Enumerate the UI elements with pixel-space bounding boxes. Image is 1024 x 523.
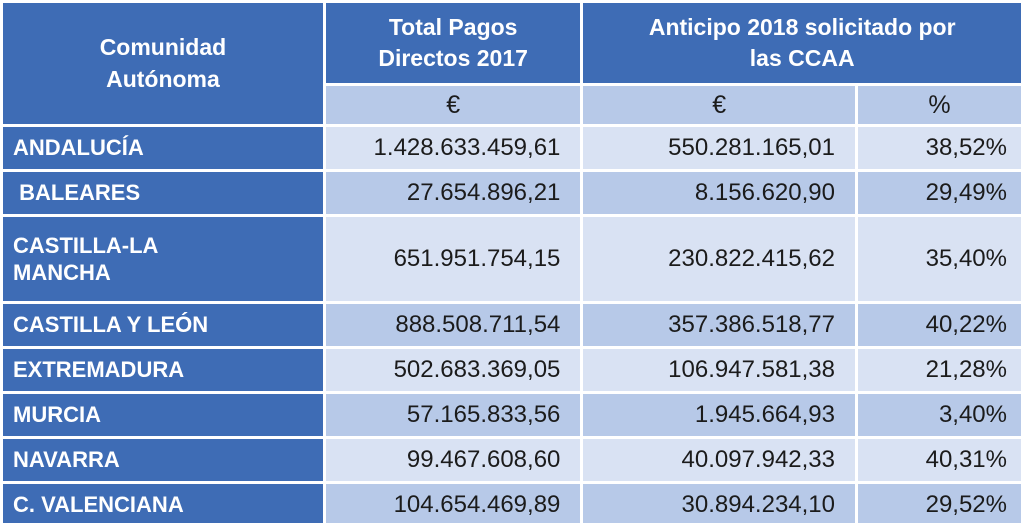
cell-total-pagos-2017: 502.683.369,05 [325, 349, 581, 391]
cell-percent: 29,52% [858, 484, 1021, 523]
table-row: C. VALENCIANA 104.654.469,89 30.894.234,… [3, 484, 1021, 523]
row-label-comunidad: EXTREMADURA [3, 349, 323, 391]
cell-total-pagos-2017: 99.467.608,60 [325, 439, 581, 481]
table-body: ANDALUCÍA 1.428.633.459,61 550.281.165,0… [3, 127, 1021, 523]
cell-total-pagos-2017: 1.428.633.459,61 [325, 127, 581, 169]
table-row: EXTREMADURA 502.683.369,05 106.947.581,3… [3, 349, 1021, 391]
subheader-percent: % [858, 86, 1021, 124]
cell-percent: 40,31% [858, 439, 1021, 481]
row-label-comunidad: C. VALENCIANA [3, 484, 323, 523]
subheader-euro-total: € [325, 86, 581, 124]
cell-total-pagos-2017: 57.165.833,56 [325, 394, 581, 436]
cell-anticipo-2018: 30.894.234,10 [583, 484, 855, 523]
subheader-euro-anticipo: € [583, 86, 855, 124]
row-label-comunidad: CASTILLA Y LEÓN [3, 304, 323, 346]
table-row: NAVARRA 99.467.608,60 40.097.942,33 40,3… [3, 439, 1021, 481]
cell-anticipo-2018: 550.281.165,01 [583, 127, 855, 169]
header-total-pagos-2017: Total Pagos Directos 2017 [325, 3, 581, 83]
table-header: Comunidad Autónoma Total Pagos Directos … [3, 3, 1021, 124]
table-row: MURCIA 57.165.833,56 1.945.664,93 3,40% [3, 394, 1021, 436]
cell-total-pagos-2017: 27.654.896,21 [325, 172, 581, 214]
cell-percent: 29,49% [858, 172, 1021, 214]
cell-percent: 35,40% [858, 217, 1021, 301]
row-label-comunidad: ANDALUCÍA [3, 127, 323, 169]
cell-percent: 3,40% [858, 394, 1021, 436]
table-row: CASTILLA Y LEÓN 888.508.711,54 357.386.5… [3, 304, 1021, 346]
cell-anticipo-2018: 357.386.518,77 [583, 304, 855, 346]
cell-total-pagos-2017: 888.508.711,54 [325, 304, 581, 346]
row-label-comunidad: MURCIA [3, 394, 323, 436]
row-label-comunidad: NAVARRA [3, 439, 323, 481]
cell-anticipo-2018: 106.947.581,38 [583, 349, 855, 391]
cell-percent: 40,22% [858, 304, 1021, 346]
table-row: CASTILLA-LA MANCHA 651.951.754,15 230.82… [3, 217, 1021, 301]
row-label-comunidad: CASTILLA-LA MANCHA [3, 217, 323, 301]
cell-percent: 21,28% [858, 349, 1021, 391]
header-comunidad-autonoma: Comunidad Autónoma [3, 3, 323, 124]
cell-anticipo-2018: 40.097.942,33 [583, 439, 855, 481]
subheader-row: € € % [3, 86, 1021, 124]
cell-percent: 38,52% [858, 127, 1021, 169]
row-label-comunidad: BALEARES [3, 172, 323, 214]
table-row: ANDALUCÍA 1.428.633.459,61 550.281.165,0… [3, 127, 1021, 169]
cell-anticipo-2018: 230.822.415,62 [583, 217, 855, 301]
cell-total-pagos-2017: 104.654.469,89 [325, 484, 581, 523]
cell-total-pagos-2017: 651.951.754,15 [325, 217, 581, 301]
header-anticipo-2018: Anticipo 2018 solicitado por las CCAA [583, 3, 1021, 83]
cell-anticipo-2018: 8.156.620,90 [583, 172, 855, 214]
header-row: Comunidad Autónoma Total Pagos Directos … [3, 3, 1021, 124]
cell-anticipo-2018: 1.945.664,93 [583, 394, 855, 436]
table-row: BALEARES 27.654.896,21 8.156.620,90 29,4… [3, 172, 1021, 214]
